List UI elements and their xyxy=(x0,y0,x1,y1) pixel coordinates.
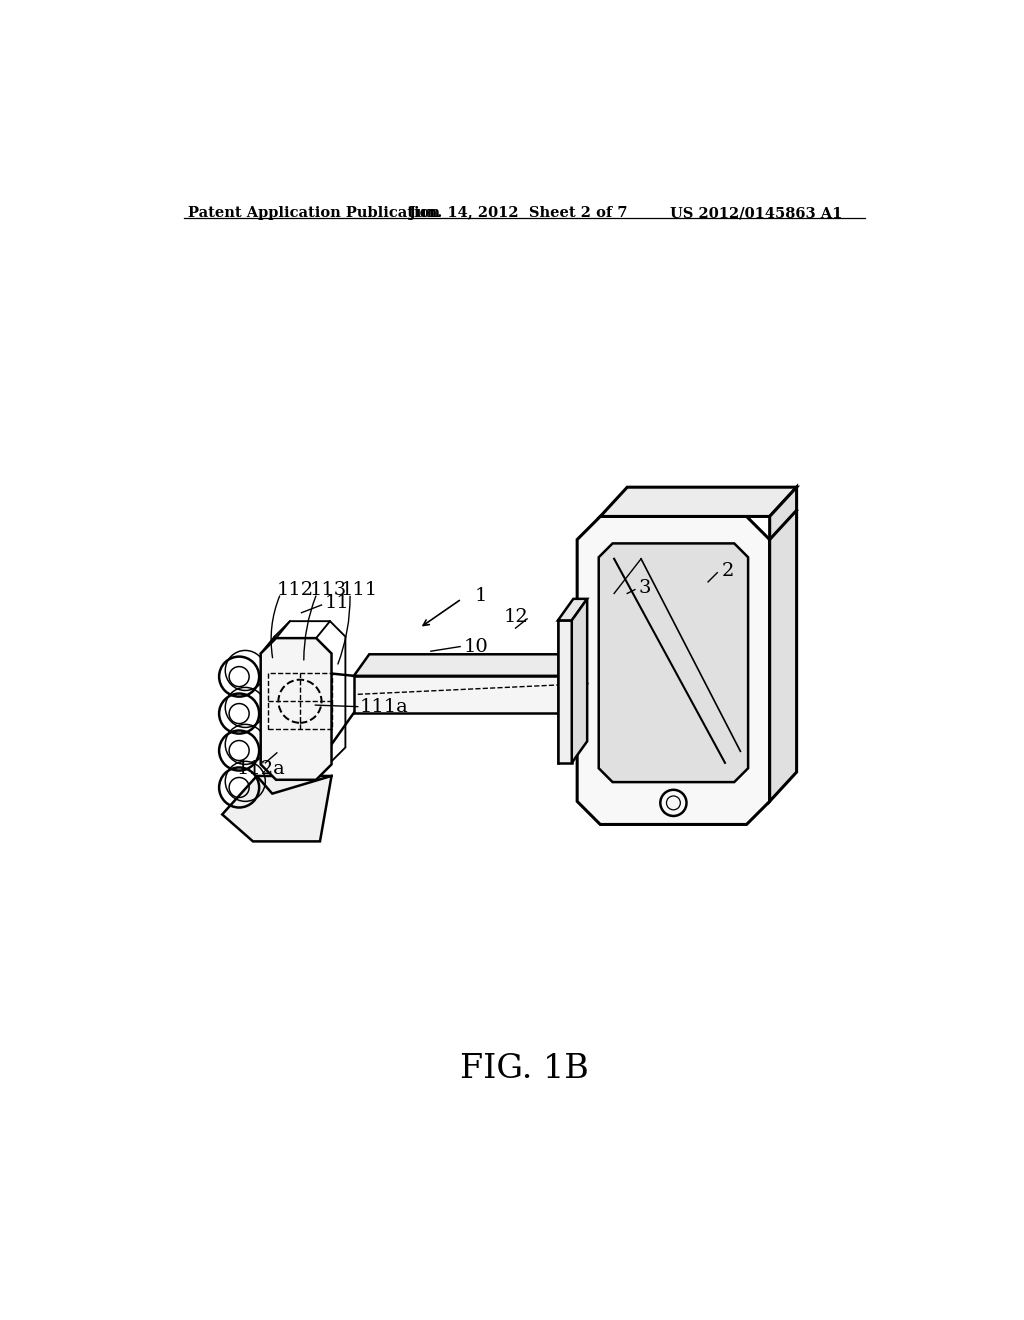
Polygon shape xyxy=(599,544,749,781)
Text: 111: 111 xyxy=(341,581,378,598)
Polygon shape xyxy=(558,620,571,763)
Text: FIG. 1B: FIG. 1B xyxy=(461,1052,589,1085)
Polygon shape xyxy=(571,599,587,763)
Text: US 2012/0145863 A1: US 2012/0145863 A1 xyxy=(670,206,842,220)
Text: Jun. 14, 2012  Sheet 2 of 7: Jun. 14, 2012 Sheet 2 of 7 xyxy=(410,206,628,220)
Text: 12: 12 xyxy=(503,609,528,626)
Text: 112a: 112a xyxy=(238,760,286,777)
Text: 111a: 111a xyxy=(360,698,409,715)
Polygon shape xyxy=(770,487,797,801)
Polygon shape xyxy=(354,655,573,676)
Text: 3: 3 xyxy=(639,579,651,597)
Text: 10: 10 xyxy=(463,638,488,656)
Text: 11: 11 xyxy=(325,594,349,612)
Text: Patent Application Publication: Patent Application Publication xyxy=(188,206,440,220)
Polygon shape xyxy=(222,776,332,841)
Polygon shape xyxy=(578,516,770,825)
Text: 1: 1 xyxy=(475,587,487,605)
Polygon shape xyxy=(261,638,332,780)
Polygon shape xyxy=(600,487,797,516)
Polygon shape xyxy=(354,676,558,713)
Text: 112: 112 xyxy=(276,581,314,598)
Text: 113: 113 xyxy=(310,581,347,598)
Polygon shape xyxy=(558,599,587,620)
Text: 2: 2 xyxy=(722,562,734,579)
